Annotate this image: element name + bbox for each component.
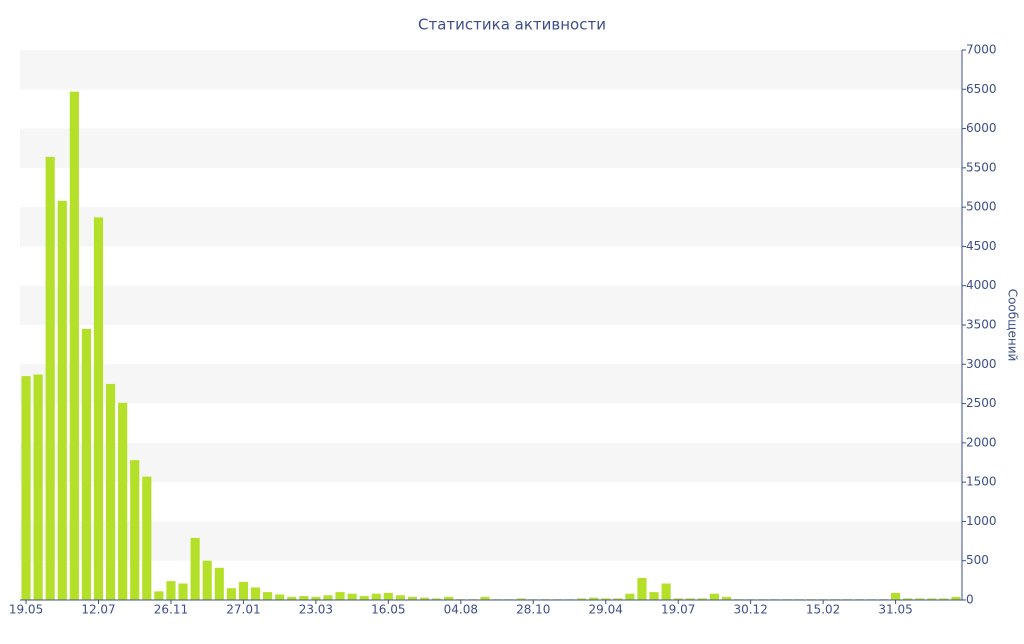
bar [262,592,273,600]
bar [347,593,357,600]
bar [516,598,526,600]
y-tick-label: 2500 [966,396,997,410]
bar [57,200,67,600]
bar [576,598,587,600]
x-tick-label: 19.07 [661,603,695,617]
bar [311,596,321,600]
y-tick-label: 0 [966,593,974,607]
bar [444,596,454,600]
x-tick-label: 12.07 [81,603,115,617]
bar [371,593,381,600]
y-tick-label: 1000 [966,514,997,528]
bar [395,595,406,600]
x-tick-label: 23.03 [299,603,333,617]
y-tick-label: 4500 [966,239,997,253]
bar [601,598,611,600]
bar [432,598,442,600]
bar [407,596,418,600]
grid-band [20,128,962,168]
grid-band [20,207,962,247]
bar [93,217,104,600]
bar [359,596,369,600]
x-tick-label: 15.02 [806,603,840,617]
x-tick-label: 27.01 [226,603,260,617]
bar [697,598,707,600]
x-tick-label: 30.12 [733,603,767,617]
y-tick-label: 1500 [966,475,997,489]
bar [178,583,188,600]
bar [589,597,599,600]
bar [105,383,116,600]
grid-band [20,442,962,483]
x-tick-label: 16.05 [371,603,405,617]
bar [709,593,720,600]
bar [613,598,623,600]
bar [287,596,297,600]
y-tick-label: 3500 [966,318,997,332]
bar [299,596,309,600]
bar [275,594,285,600]
bar [915,598,925,600]
y-tick-label: 6000 [966,121,997,135]
bar [480,596,490,600]
y-tick-label: 3000 [966,357,997,371]
bar [69,91,79,601]
bar [81,328,92,600]
y-tick-label: 7000 [966,43,997,57]
bar [721,596,732,600]
grid-band [20,285,962,325]
bar [419,597,430,600]
bar [939,598,949,600]
bar [661,583,671,600]
bar [625,593,635,600]
bar [190,537,200,600]
bar [903,598,913,600]
bar [685,598,695,600]
bar [130,460,140,600]
grid-band [20,50,962,90]
grid-band [20,521,962,561]
bar [951,596,961,600]
y-tick-label: 500 [966,553,989,567]
bar [649,592,659,600]
bar [21,376,31,600]
x-tick-label: 19.05 [9,603,43,617]
chart-title: Статистика активности [418,16,606,34]
bar [33,374,43,600]
y-tick-label: 5000 [966,200,997,214]
bar [118,402,128,600]
x-tick-label: 26.11 [154,603,188,617]
bar [202,560,212,600]
y-axis-title: Сообщений [1006,289,1020,362]
x-tick-label: 31.05 [878,603,912,617]
y-tick-label: 2000 [966,435,997,449]
bar [214,567,224,600]
bar [154,591,164,600]
bar [323,595,333,600]
x-tick-label: 04.08 [444,603,478,617]
bar [226,588,236,600]
bar [637,578,647,600]
bar [142,476,152,600]
y-tick-label: 6500 [966,82,997,96]
bar [673,598,683,600]
bar [383,592,393,600]
x-tick-label: 28.10 [516,603,550,617]
bar [166,581,176,600]
bar [335,592,345,600]
bar [927,598,937,600]
bar [250,587,261,600]
bar [45,156,55,600]
y-tick-label: 4000 [966,278,997,292]
bar [238,581,249,600]
y-tick-label: 5500 [966,160,997,174]
grid-band [20,364,962,404]
x-tick-label: 29.04 [589,603,623,617]
bar [890,592,901,600]
